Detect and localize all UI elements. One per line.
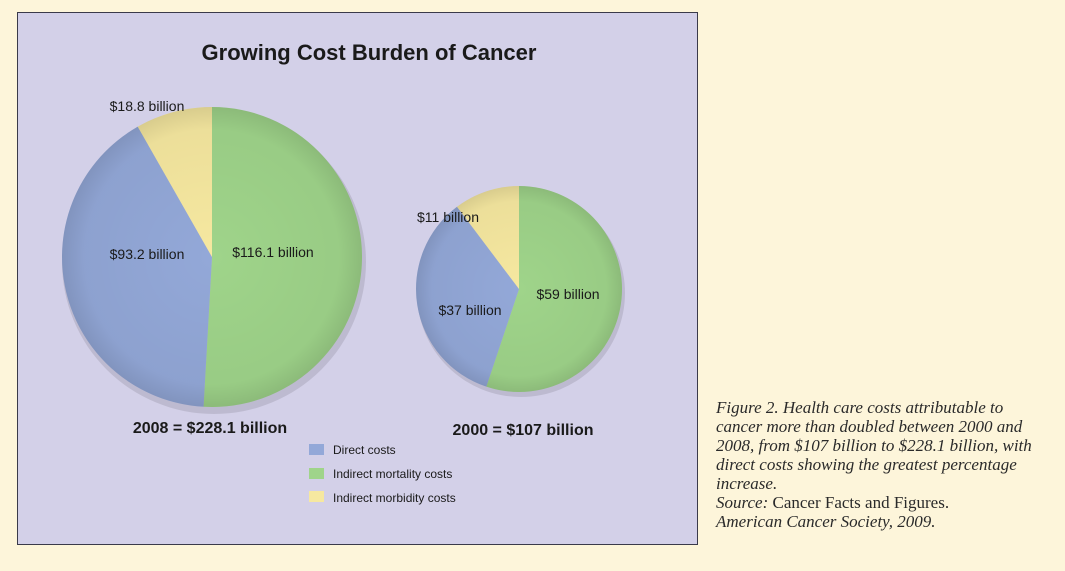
legend-item-morbidity: Indirect morbidity costs [309,491,456,505]
pie-2008-coin-shading [62,107,362,407]
legend-swatch-morbidity [309,491,324,502]
legend-label-mortality: Indirect mortality costs [333,467,452,481]
pie-2008-label-morbidity: $18.8 billion [110,98,185,114]
caption-text: Figure 2. Health care costs attributable… [716,398,1032,493]
chart-title: Growing Cost Burden of Cancer [202,40,537,65]
pie-2000-label-morbidity: $11 billion [417,209,479,225]
pie-2000-label-mortality: $59 billion [536,286,599,302]
pie-2000: $59 billion $37 billion $11 billion 2000… [416,186,625,439]
legend-item-mortality: Indirect mortality costs [309,467,452,481]
legend: Direct costs Indirect mortality costs In… [309,443,456,505]
pie-2000-coin-shading [416,186,622,392]
caption-source-org: American Cancer Society, 2009. [716,512,936,531]
pie-chart: Growing Cost Burden of Cancer $116.1 bil… [62,40,625,505]
pie-2000-label-direct: $37 billion [438,302,501,318]
legend-swatch-direct [309,444,324,455]
pie-2008-total: 2008 = $228.1 billion [133,420,287,437]
pie-2000-total: 2000 = $107 billion [453,422,594,439]
pie-2008-label-direct: $93.2 billion [110,246,185,262]
legend-label-direct: Direct costs [333,443,396,457]
caption-source-label: Source: [716,493,769,512]
legend-item-direct: Direct costs [309,443,396,457]
caption-source-title: Cancer Facts and Figures. [772,493,950,512]
pie-2008-label-mortality: $116.1 billion [232,244,313,260]
figure-caption: Figure 2. Health care costs attributable… [716,398,1051,531]
pie-2008: $116.1 billion $93.2 billion $18.8 billi… [62,98,366,437]
legend-label-morbidity: Indirect morbidity costs [333,491,456,505]
legend-swatch-mortality [309,468,324,479]
